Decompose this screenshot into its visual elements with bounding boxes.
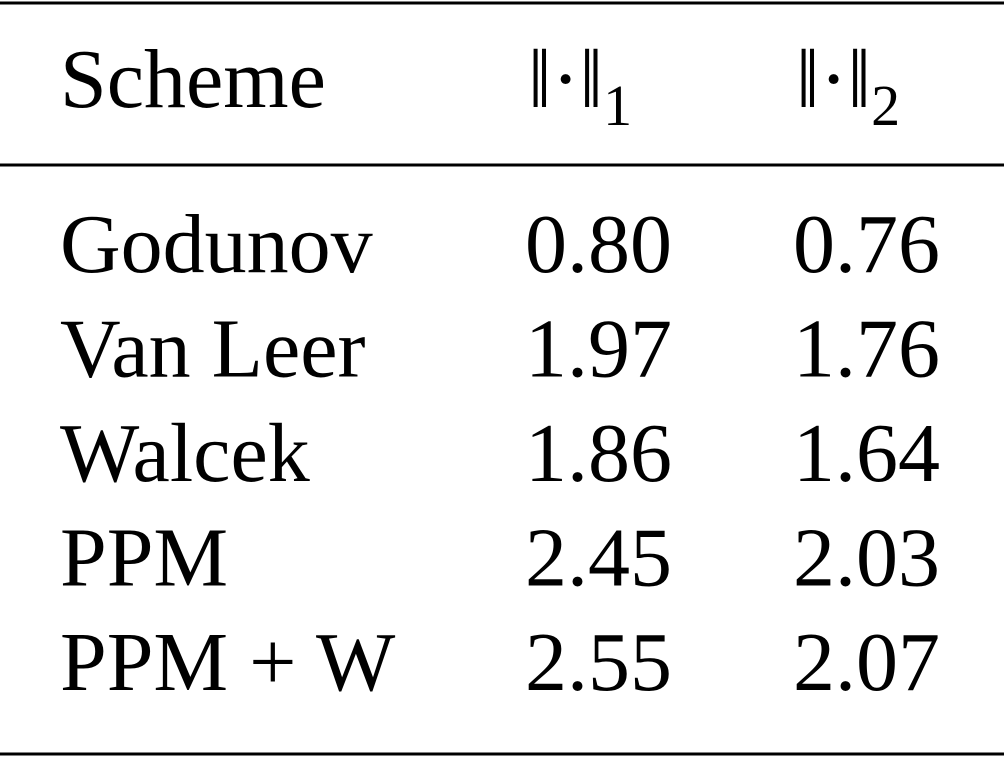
value-cell: 0.76 [793,198,940,291]
scheme-name: Godunov [60,198,373,291]
header-text: ‖·‖ [528,33,603,126]
value-cell: 2.55 [525,616,672,709]
value-cell: 2.07 [793,616,940,709]
value-cell: 1.86 [525,407,672,500]
scheme-name: Walcek [60,407,310,500]
value-cell: 1.76 [793,303,940,396]
value-cell: 2.03 [793,512,940,605]
header-subscript: 2 [871,73,900,138]
scheme-name: Van Leer [60,303,366,396]
header-text: Scheme [60,33,326,126]
value-cell: 0.80 [525,198,672,291]
value-cell: 1.97 [525,303,672,396]
value-cell: 1.64 [793,407,940,500]
scheme-name: PPM + W [60,616,396,709]
value-cell: 2.45 [525,512,672,605]
header-text: ‖·‖ [796,33,871,126]
header-cell: Scheme [60,33,326,126]
header-subscript: 1 [603,73,632,138]
header-cell: ‖·‖1 [528,33,632,138]
scheme-name: PPM [60,512,228,605]
header-cell: ‖·‖2 [796,33,900,138]
